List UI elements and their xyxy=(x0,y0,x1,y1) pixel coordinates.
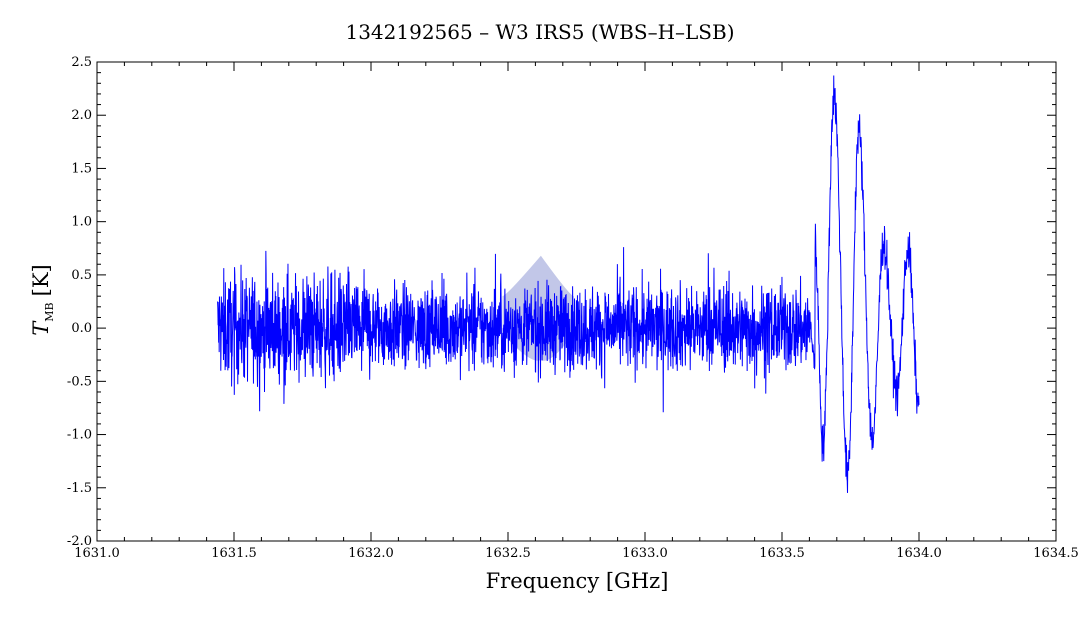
chart-title: 1342192565 – W3 IRS5 (WBS–H–LSB) xyxy=(345,20,734,44)
y-axis: -2.0 -1.5 -1.0 -0.5 0.0 0.5 1.0 1.5 2.0 2.5 xyxy=(67,55,1056,549)
x-tick-label: 1633.0 xyxy=(622,546,668,561)
x-axis: 1631.0 1631.5 1632.0 1632.5 1633.0 1633.5 1634… xyxy=(74,62,1079,561)
x-tick-label: 1631.0 xyxy=(74,546,120,561)
y-tick-label: 2.5 xyxy=(71,55,92,70)
spectrum-line xyxy=(217,75,920,493)
y-tick-label: 2.0 xyxy=(71,108,92,123)
y-tick-label: 1.0 xyxy=(71,215,92,230)
x-tick-label: 1632.0 xyxy=(348,546,394,561)
y-tick-label: -2.0 xyxy=(67,534,92,549)
x-tick-label: 1633.5 xyxy=(759,546,805,561)
x-tick-label: 1634.0 xyxy=(896,546,942,561)
y-tick-label: -0.5 xyxy=(67,374,92,389)
y-axis-title-sub: MB xyxy=(43,302,56,321)
plot-area xyxy=(217,75,920,493)
y-axis-title: TMB [K] xyxy=(29,264,56,335)
x-tick-label: 1632.5 xyxy=(485,546,531,561)
plot-frame xyxy=(96,61,1057,542)
x-axis-title: Frequency [GHz] xyxy=(486,569,669,593)
y-axis-title-unit: [K] xyxy=(29,264,53,296)
y-tick-label: -1.0 xyxy=(67,428,92,443)
x-tick-label: 1631.5 xyxy=(211,546,257,561)
y-tick-label: 0.5 xyxy=(71,268,92,283)
y-tick-label: 1.5 xyxy=(71,161,92,176)
y-tick-label: -1.5 xyxy=(67,481,92,496)
y-tick-label: 0.0 xyxy=(71,321,92,336)
x-tick-label: 1634.5 xyxy=(1033,546,1079,561)
y-axis-title-main: T xyxy=(29,320,53,336)
